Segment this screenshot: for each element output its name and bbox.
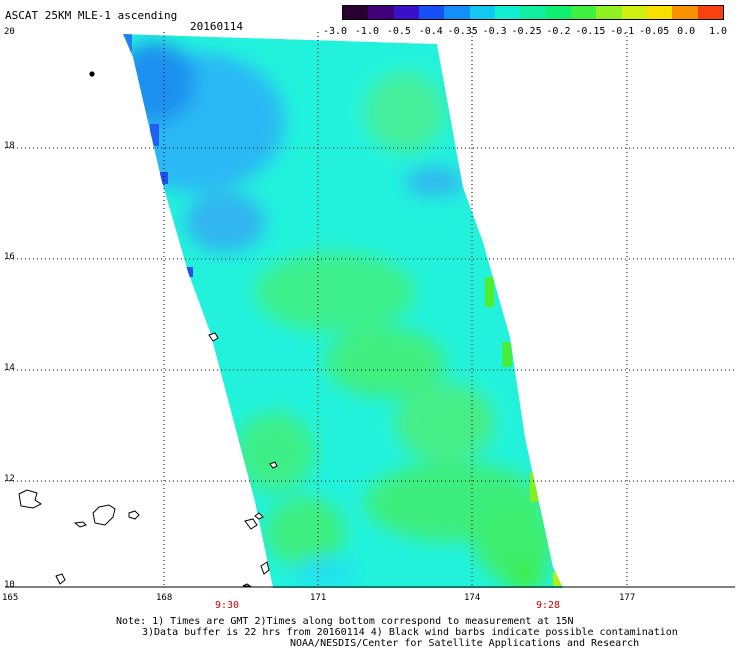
colorbar-tick-label: -0.2 xyxy=(546,26,571,37)
lat-label-12: 12 xyxy=(4,474,15,484)
lat-lon-grid xyxy=(5,32,735,588)
lon-label-165: 165 xyxy=(2,593,19,603)
note-line-1: Note: 1) Times are GMT 2)Times along bot… xyxy=(116,616,574,627)
colorbar-tick-label: -1.0 xyxy=(354,26,379,37)
wind-swath xyxy=(123,34,563,588)
colorbar-swatch xyxy=(646,6,673,19)
colorbar-swatch xyxy=(672,6,698,19)
colorbar-tick-label: -0.05 xyxy=(639,26,670,37)
note-line-2: 3)Data buffer is 22 hrs from 20160114 4)… xyxy=(142,627,678,638)
colorbar xyxy=(342,5,724,20)
lon-label-174: 174 xyxy=(464,593,481,603)
colorbar-tick-label: -0.5 xyxy=(386,26,411,37)
colorbar-tick-label: -0.35 xyxy=(447,26,478,37)
colorbar-swatch xyxy=(444,6,470,19)
colorbar-swatch xyxy=(570,6,597,19)
lon-label-168: 168 xyxy=(156,593,173,603)
note-line-3: NOAA/NESDIS/Center for Satellite Applica… xyxy=(290,638,640,649)
colorbar-swatch xyxy=(494,6,521,19)
colorbar-tick-label: -0.25 xyxy=(511,26,542,37)
island-marker xyxy=(89,71,95,77)
colorbar-tick-label: -0.4 xyxy=(418,26,443,37)
colorbar-labels: -3.0 -1.0 -0.5 -0.4 -0.35 -0.3 -0.25 -0.2 -0.15-… xyxy=(323,26,730,38)
colorbar-swatch xyxy=(697,6,723,19)
map-plot xyxy=(5,32,735,588)
colorbar-swatch xyxy=(368,6,394,19)
colorbar-swatch xyxy=(545,6,571,19)
colorbar-swatch xyxy=(469,6,495,19)
coastlines xyxy=(18,332,278,587)
colorbar-swatch xyxy=(418,6,445,19)
lat-label-16: 16 xyxy=(4,252,15,262)
colorbar-swatch xyxy=(520,6,546,19)
product-date: 20160114 xyxy=(190,20,243,33)
colorbar-tick-label: -3.0 xyxy=(323,26,348,37)
pass-end-time: 9:28 xyxy=(536,600,561,611)
colorbar-tick-label: 1.0 xyxy=(709,26,728,37)
colorbar-tick-label: -0.3 xyxy=(482,26,507,37)
lat-label-18: 18 xyxy=(4,141,15,151)
lat-label-14: 14 xyxy=(4,363,15,373)
colorbar-swatch xyxy=(621,6,647,19)
lon-label-171: 171 xyxy=(310,593,327,603)
lat-label-20: 20 xyxy=(4,27,15,37)
colorbar-tick-label: 0.0 xyxy=(677,26,696,37)
colorbar-tick-label: -0.15 xyxy=(575,26,606,37)
pass-start-time: 9:30 xyxy=(215,600,240,611)
lon-label-177: 177 xyxy=(619,593,636,603)
colorbar-swatch xyxy=(343,6,369,19)
colorbar-swatch xyxy=(393,6,419,19)
colorbar-tick-label: -0.1 xyxy=(610,26,635,37)
lat-label-10: 10 xyxy=(4,580,15,590)
product-title: ASCAT 25KM MLE-1 ascending xyxy=(5,9,178,22)
colorbar-swatch xyxy=(596,6,622,19)
